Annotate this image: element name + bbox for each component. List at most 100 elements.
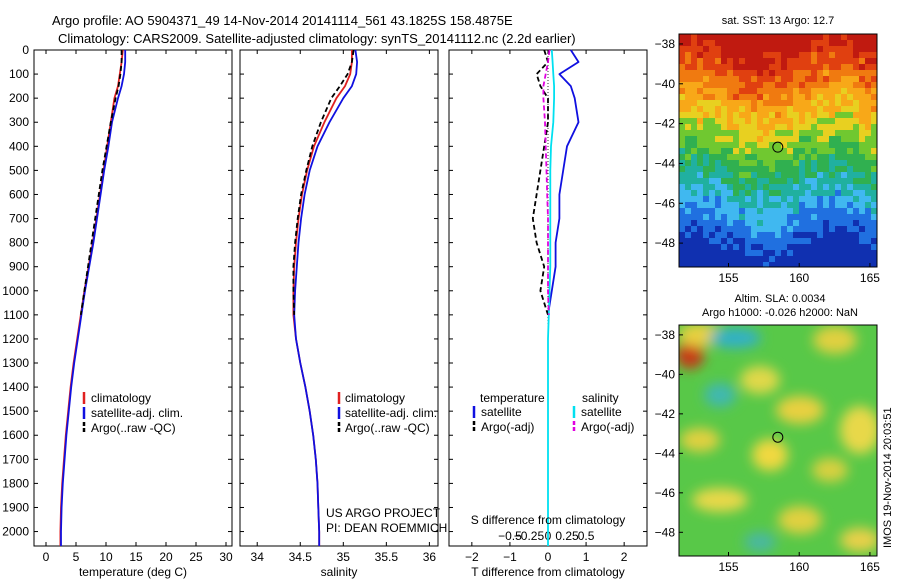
sst-cell [847, 184, 854, 191]
sst-cell [853, 40, 860, 47]
sst-cell [757, 202, 764, 209]
sst-cell [859, 178, 866, 185]
sst-cell [733, 214, 740, 221]
sst-cell [793, 40, 800, 47]
sst-cell [829, 100, 836, 107]
sst-cell [847, 124, 854, 131]
sst-cell [709, 124, 716, 131]
sst-cell [865, 166, 872, 173]
sst-cell [805, 94, 812, 101]
sst-cell [841, 94, 848, 101]
sst-cell [847, 136, 854, 143]
sst-cell [805, 64, 812, 71]
sst-cell [679, 34, 686, 41]
sst-cell [685, 250, 692, 257]
sst-cell [679, 58, 686, 65]
sst-cell [715, 238, 722, 245]
sst-cell [835, 136, 842, 143]
map-x-tick-label: 165 [860, 560, 880, 574]
sst-cell [769, 154, 776, 161]
sst-cell [697, 82, 704, 89]
sst-cell [763, 100, 770, 107]
sst-cell [865, 94, 872, 101]
sst-cell [811, 220, 818, 227]
sst-cell [769, 256, 776, 263]
sst-cell [817, 220, 824, 227]
sst-cell [847, 94, 854, 101]
sst-cell [745, 106, 752, 113]
sst-cell [841, 64, 848, 71]
sst-cell [757, 46, 764, 53]
sst-cell [721, 154, 728, 161]
sst-cell [799, 100, 806, 107]
sst-cell [763, 226, 770, 233]
sst-cell [745, 136, 752, 143]
sst-cell [865, 196, 872, 203]
sst-cell [697, 220, 704, 227]
sst-cell [727, 40, 734, 47]
sst-cell [727, 136, 734, 143]
sst-cell [871, 256, 877, 263]
sst-cell [739, 52, 746, 59]
sst-cell [799, 172, 806, 179]
sst-cell [865, 256, 872, 263]
figure-subtitle: Climatology: CARS2009. Satellite-adjuste… [58, 31, 576, 46]
sst-cell [847, 262, 854, 267]
sst-cell [775, 238, 782, 245]
sst-cell [685, 58, 692, 65]
sst-cell [757, 196, 764, 203]
sst-cell [703, 232, 710, 239]
sst-cell [715, 124, 722, 131]
sst-cell [865, 76, 872, 83]
sst-cell [697, 118, 704, 125]
sst-cell [859, 124, 866, 131]
sst-cell [811, 76, 818, 83]
sst-cell [841, 232, 848, 239]
sst-cell [853, 118, 860, 125]
sst-cell [793, 208, 800, 215]
sst-cell [691, 106, 698, 113]
sst-cell [799, 46, 806, 53]
sst-cell [865, 88, 872, 95]
sst-cell [697, 148, 704, 155]
series-line-satellite [547, 49, 555, 546]
sst-cell [679, 226, 686, 233]
sst-cell [847, 208, 854, 215]
sst-cell [835, 82, 842, 89]
sst-cell [721, 214, 728, 221]
sst-cell [679, 232, 686, 239]
sst-cell [697, 166, 704, 173]
sst-cell [751, 190, 758, 197]
sst-cell [679, 142, 686, 149]
sst-cell [823, 184, 830, 191]
sst-cell [859, 142, 866, 149]
sst-cell [715, 244, 722, 251]
sst-cell [859, 106, 866, 113]
sst-cell [823, 34, 830, 41]
sst-cell [685, 238, 692, 245]
temperature-plot: 0100200300400500600700800900100011001200… [2, 43, 233, 579]
salinity-legend: climatology satellite-adj. clim. Argo(..… [337, 391, 437, 435]
sst-cell [733, 178, 740, 185]
sst-cell [835, 112, 842, 119]
sst-cell [775, 106, 782, 113]
sst-cell [751, 262, 758, 267]
sst-cell [709, 34, 716, 41]
sst-cell [739, 70, 746, 77]
sst-cell [787, 172, 794, 179]
sst-cell [823, 88, 830, 95]
sst-cell [751, 64, 758, 71]
sst-cell [871, 46, 877, 53]
sst-cell [829, 256, 836, 263]
sst-cell [847, 232, 854, 239]
sst-cell [727, 100, 734, 107]
sst-cell [793, 214, 800, 221]
sst-cell [703, 244, 710, 251]
sst-cell [835, 130, 842, 137]
sst-cell [679, 94, 686, 101]
sst-cell [679, 46, 686, 53]
sst-cell [685, 148, 692, 155]
sst-cell [811, 46, 818, 53]
sst-cell [853, 148, 860, 155]
sst-cell [829, 76, 836, 83]
